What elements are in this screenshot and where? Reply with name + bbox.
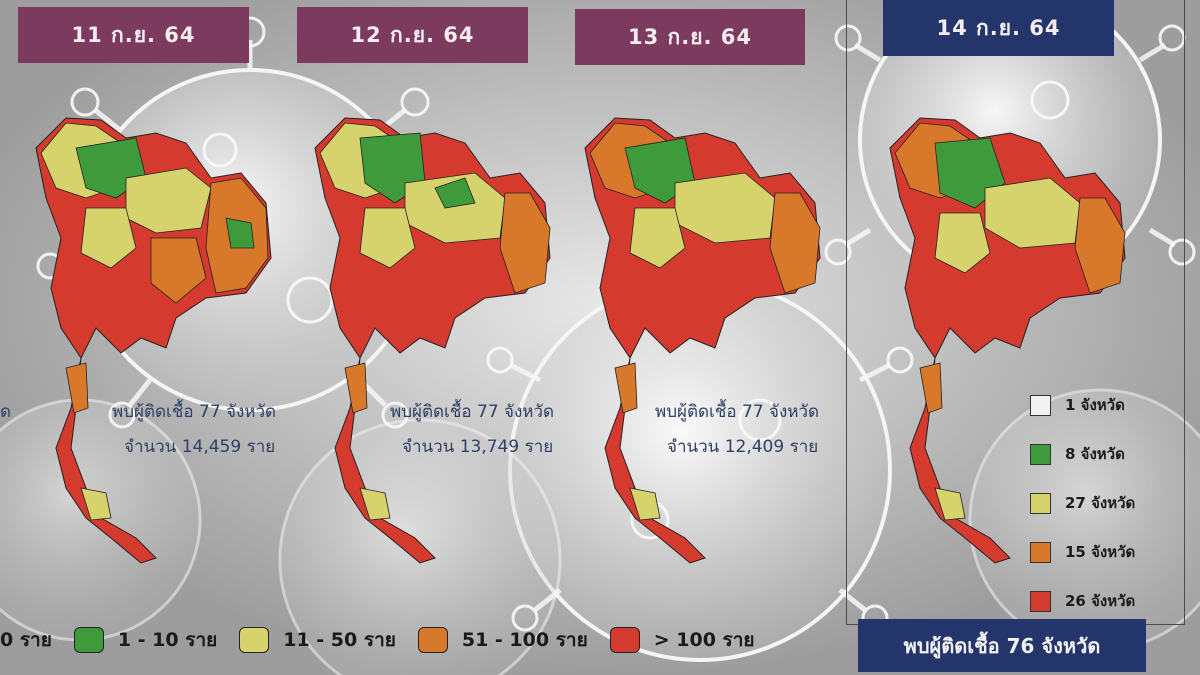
date-header-1: 11 ก.ย. 64 (18, 7, 249, 63)
legend-swatch-yellow (239, 627, 270, 653)
map-1-count-text: จำนวน 14,459 ราย (124, 437, 276, 457)
side-legend-label: 8 จังหวัด (1065, 445, 1125, 463)
side-legend-label: 27 จังหวัด (1065, 494, 1136, 512)
thailand-map-4 (889, 117, 1126, 564)
legend-swatch-orange (417, 627, 448, 653)
side-legend-item-4: 15 จังหวัด (1030, 540, 1135, 564)
legend-swatch (1030, 492, 1051, 514)
side-legend-label: 1 จังหวัด (1065, 396, 1125, 414)
bottom-legend-zero: 0 ราย (0, 629, 52, 651)
bottom-legend-label-3: 51 - 100 ราย (461, 629, 588, 651)
legend-swatch (1030, 541, 1051, 563)
map-2-found-text: พบผู้ติดเชื้อ 77 จังหวัด (390, 402, 555, 422)
side-legend-item-2: 8 จังหวัด (1030, 442, 1125, 466)
map-2-count-text: จำนวน 13,749 ราย (402, 437, 554, 457)
date-header-4: 14 ก.ย. 64 (883, 0, 1114, 56)
bottom-legend-label-2: 11 - 50 ราย (283, 629, 396, 651)
side-legend-item-5: 26 จังหวัด (1030, 589, 1135, 613)
bottom-legend-label-4: > 100 ราย (653, 629, 755, 651)
side-legend-item-1: 1 จังหวัด (1030, 393, 1125, 417)
legend-swatch (1030, 590, 1051, 612)
bottom-legend-label-1: 1 - 10 ราย (117, 629, 218, 651)
map-1-found-text: พบผู้ติดเชื้อ 77 จังหวัด (112, 402, 277, 422)
date-header-3: 13 ก.ย. 64 (575, 9, 805, 65)
footer-banner: พบผู้ติดเชื้อ 76 จังหวัด (858, 619, 1146, 672)
thailand-map-3 (584, 117, 821, 564)
left-fragment-text: ด (0, 402, 12, 422)
thailand-map-1 (35, 117, 272, 564)
legend-swatch-red (609, 627, 640, 653)
map-3-count-text: จำนวน 12,409 ราย (667, 437, 819, 457)
date-header-2: 12 ก.ย. 64 (297, 7, 528, 63)
map-3-found-text: พบผู้ติดเชื้อ 77 จังหวัด (655, 402, 820, 422)
legend-swatch (1030, 394, 1051, 416)
side-legend-item-3: 27 จังหวัด (1030, 491, 1135, 515)
bottom-legend: 0 ราย 1 - 10 ราย 11 - 50 ราย 51 - 100 รา… (0, 620, 755, 660)
side-legend-label: 15 จังหวัด (1065, 543, 1136, 561)
legend-swatch (1030, 443, 1051, 465)
legend-swatch-green (73, 627, 104, 653)
thailand-map-2 (314, 117, 551, 564)
side-legend-label: 26 จังหวัด (1065, 592, 1136, 610)
footer-text: พบผู้ติดเชื้อ 76 จังหวัด (903, 633, 1101, 658)
